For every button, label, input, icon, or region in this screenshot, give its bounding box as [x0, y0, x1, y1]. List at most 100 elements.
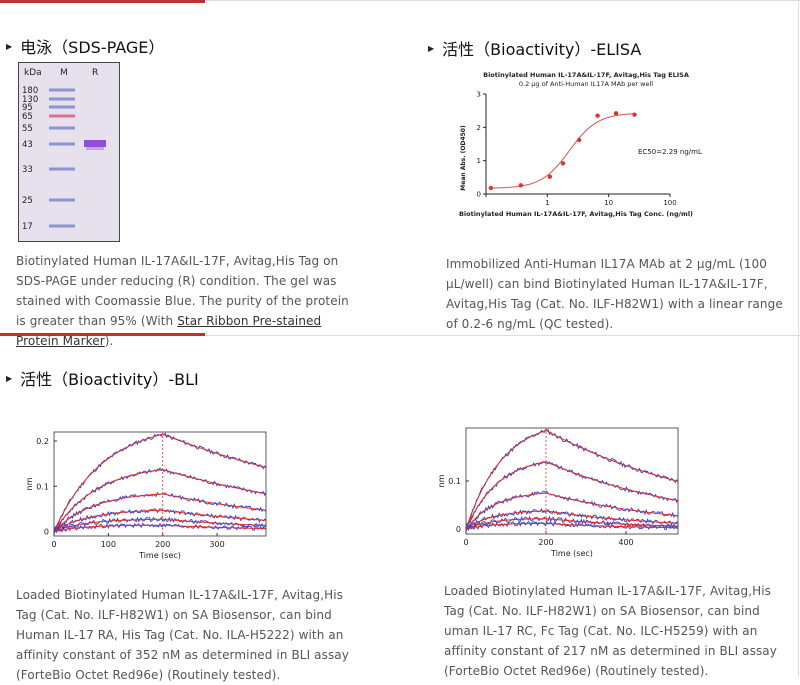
elisa-x-tick-label: 100	[663, 199, 676, 207]
bli-caption-ra: Loaded Biotinylated Human IL-17A&IL-17F,…	[16, 588, 349, 682]
elisa-points	[488, 111, 637, 191]
accent-bar	[0, 0, 205, 3]
bli-y-tick-label: 0.1	[448, 477, 461, 486]
elisa-y-tick-label: 1	[477, 157, 481, 165]
bullet-icon: ▶	[6, 42, 13, 51]
gel-marker-band	[49, 126, 75, 130]
bli-y-tick-label: 0	[456, 525, 461, 534]
bli-series-fit	[465, 430, 679, 530]
bli-frame	[53, 431, 267, 537]
gel-marker-label: 33	[22, 165, 33, 175]
gel-marker-label: 65	[22, 112, 33, 122]
bli-x-tick-label: 0	[51, 540, 56, 549]
sds-title: ▶ 电泳（SDS-PAGE）	[6, 38, 165, 57]
gel-sample-band-tail	[86, 147, 104, 150]
elisa-y-tick-label: 2	[477, 124, 481, 132]
gel-marker-label: 130	[22, 95, 38, 105]
gel-marker-band	[49, 105, 75, 109]
bli-y-tick-label: 0.1	[36, 482, 49, 491]
bli-x-tick-label: 200	[155, 540, 170, 549]
bli-y-tick-label: 0	[44, 527, 49, 536]
bli-ylabel: nm	[25, 477, 34, 490]
bli-x-tick-label: 100	[101, 540, 116, 549]
bli-series-raw	[53, 432, 267, 532]
gel-marker-label: 25	[22, 196, 33, 206]
bli-series-fit	[53, 509, 267, 532]
elisa-chart-subtitle: 0.2 μg of Anti-Human IL17A MAb per well	[519, 80, 653, 88]
gel-lane-r: R	[92, 68, 98, 78]
bli-x-tick-label: 300	[209, 540, 224, 549]
elisa-axes: 0 1 2 3 1 10 100	[477, 91, 677, 208]
elisa-title: ▶ 活性（Bioactivity）-ELISA	[428, 40, 642, 59]
elisa-data-point	[560, 161, 566, 166]
bli-series-fit	[465, 522, 678, 530]
bli-series-fit	[53, 493, 267, 532]
gel-marker-label: 43	[22, 140, 33, 150]
gel-kda-label: kDa	[24, 68, 42, 78]
bli-series-raw	[53, 507, 267, 534]
gel-marker-label: 17	[22, 222, 33, 232]
bli-title: ▶ 活性（Bioactivity）-BLI	[6, 370, 199, 389]
bli-series-fit	[465, 518, 679, 530]
elisa-x-tick-label: 10	[604, 199, 613, 207]
gel-marker-label: 55	[22, 124, 33, 134]
bli-x-tick-label: 200	[538, 538, 553, 547]
gel-lane-m: M	[60, 68, 68, 78]
gel-marker-band	[49, 224, 75, 228]
bli-series-fit	[53, 433, 267, 532]
elisa-chart-title: Biotinylated Human IL-17A&IL-17F, Avitag…	[483, 71, 689, 79]
bli-ylabel: nm	[437, 474, 446, 487]
gel-marker-band	[49, 97, 75, 101]
bli-y-tick-label: 0.2	[36, 437, 49, 446]
gel-marker-bands	[49, 88, 75, 228]
gel-marker-label: 95	[22, 103, 33, 113]
right-border	[798, 0, 799, 677]
elisa-data-point	[518, 183, 524, 188]
elisa-data-point	[613, 111, 619, 116]
bli-chart-rc: 0 0.1 0 200 400 Time (sec) nm	[437, 427, 679, 558]
bli-series-fit	[53, 518, 266, 532]
elisa-xlabel: Biotinylated Human IL-17A&IL-17F, Avitag…	[459, 210, 693, 218]
bli-series-fit	[465, 461, 679, 530]
gel-marker-label: 180	[22, 86, 38, 96]
bullet-icon: ▶	[428, 44, 435, 53]
bli-x-tick-label: 0	[463, 538, 468, 547]
elisa-data-point	[632, 112, 637, 117]
elisa-data-point	[488, 185, 494, 191]
gel-marker-band	[49, 167, 75, 171]
bli-series-fit	[465, 492, 679, 530]
bli-xlabel: Time (sec)	[138, 551, 181, 560]
elisa-data-point	[576, 137, 582, 143]
elisa-data-point	[547, 174, 553, 179]
gel-sample-band	[84, 140, 106, 147]
elisa-x-tick-label: 1	[545, 199, 549, 207]
bli-series-raw	[465, 508, 679, 532]
bli-caption-rc: Loaded Biotinylated Human IL-17A&IL-17F,…	[444, 584, 777, 678]
elisa-y-tick-label: 0	[477, 191, 481, 199]
elisa-fit-curve	[490, 113, 635, 189]
gel-marker-band	[49, 114, 75, 118]
gel-marker-band	[49, 198, 75, 202]
top-divider	[0, 0, 800, 5]
gel-marker-band	[49, 142, 75, 146]
elisa-caption: Immobilized Anti-Human IL17A MAb at 2 μg…	[446, 257, 783, 331]
accent-bar-2	[0, 333, 205, 336]
bli-series-raw	[465, 429, 679, 529]
gel-marker-band	[49, 88, 75, 92]
elisa-ec50: EC50=2.29 ng/mL	[638, 148, 702, 156]
bli-xlabel: Time (sec)	[550, 549, 593, 558]
elisa-data-point	[595, 113, 600, 118]
elisa-ylabel: Mean Abs. (OD450)	[460, 125, 467, 191]
bli-series-fit	[53, 524, 266, 532]
elisa-y-tick-label: 3	[477, 91, 481, 99]
bli-chart-ra: 0 0.1 0.2 0 100 200 300 Time (sec) nm	[25, 431, 267, 560]
sds-caption: Biotinylated Human IL-17A&IL-17F, Avitag…	[16, 254, 349, 348]
bullet-icon: ▶	[6, 374, 13, 383]
section-divider	[0, 335, 800, 336]
gel-image: kDa M R 180 130 95 65 55 43 33 25 17	[18, 62, 120, 242]
bli-series-fit	[465, 510, 678, 530]
elisa-chart: Biotinylated Human IL-17A&IL-17F, Avitag…	[459, 71, 702, 218]
marker-link[interactable]: Star Ribbon Pre-stained Protein Marker	[16, 314, 322, 348]
